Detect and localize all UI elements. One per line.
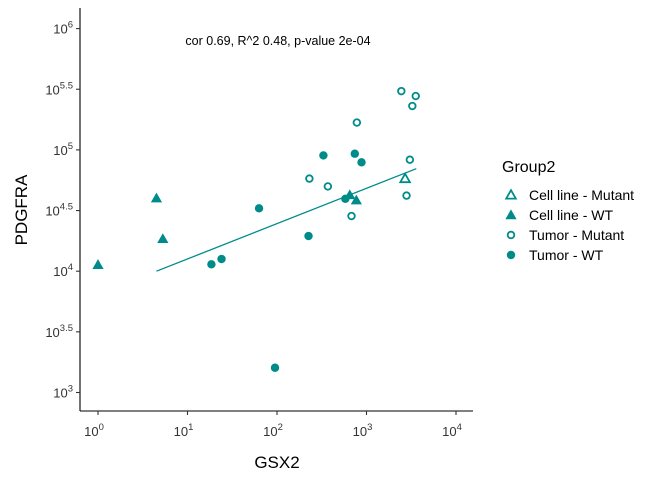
data-point: [319, 151, 328, 160]
legend-key: [506, 250, 516, 260]
data-points: [92, 86, 420, 372]
legend-label: Tumor - Mutant: [529, 227, 624, 243]
data-point: [350, 149, 359, 158]
data-point: [254, 204, 264, 213]
data-point: [305, 174, 314, 183]
y-axis-title: PDGFRA: [12, 174, 31, 246]
data-point: [341, 194, 350, 204]
x-tick-label: 100: [84, 422, 104, 439]
data-point: [92, 259, 104, 269]
y-tick-label: 104: [53, 262, 73, 279]
x-tick-label: 104: [442, 422, 462, 439]
data-point: [411, 91, 420, 101]
y-tick-label: 105: [53, 141, 73, 158]
legend-label: Tumor - WT: [529, 247, 604, 263]
legend-key: [504, 188, 518, 200]
x-ticks: 100 101 102 103 104: [84, 411, 462, 439]
regression-line: [156, 168, 417, 272]
data-point: [405, 155, 415, 164]
legend-entries: Cell line - Mutant Cell line - WT Tumor - …: [504, 187, 634, 263]
x-tick-label: 102: [263, 422, 283, 439]
data-point: [150, 192, 163, 203]
y-tick-label: 106: [53, 20, 73, 37]
data-point: [357, 158, 366, 167]
x-tick-label: 101: [174, 422, 194, 439]
legend-label: Cell line - WT: [529, 207, 613, 223]
correlation-annotation: cor 0.69, R^2 0.48, p-value 2e-04: [185, 34, 370, 48]
data-point: [304, 231, 313, 241]
y-tick-label: 103.5: [45, 323, 73, 340]
legend: Group2 Cell line - Mutant Cell line - WT T…: [502, 159, 634, 263]
data-point: [352, 118, 362, 127]
x-tick-label: 103: [353, 422, 373, 439]
axes: [79, 8, 473, 412]
data-point: [408, 101, 417, 111]
y-tick-label: 104.5: [45, 202, 73, 219]
regression-line-group: [156, 168, 417, 272]
data-point: [270, 363, 280, 372]
legend-title: Group2: [502, 159, 555, 176]
x-axis-title: GSX2: [254, 453, 299, 472]
data-point: [397, 86, 406, 96]
legend-key: [506, 230, 516, 240]
data-point: [347, 211, 356, 221]
y-ticks: 103 103.5 104 104.5 105 105.5 106: [45, 20, 80, 401]
y-tick-label: 105.5: [45, 80, 73, 97]
legend-key: [505, 209, 517, 220]
data-point: [323, 182, 333, 191]
data-point: [350, 194, 362, 205]
data-point: [402, 191, 411, 200]
y-tick-label: 103: [53, 384, 73, 401]
data-point: [398, 171, 412, 184]
data-point: [207, 260, 216, 269]
data-point: [217, 254, 226, 264]
data-point: [157, 233, 169, 243]
legend-label: Cell line - Mutant: [529, 187, 634, 203]
